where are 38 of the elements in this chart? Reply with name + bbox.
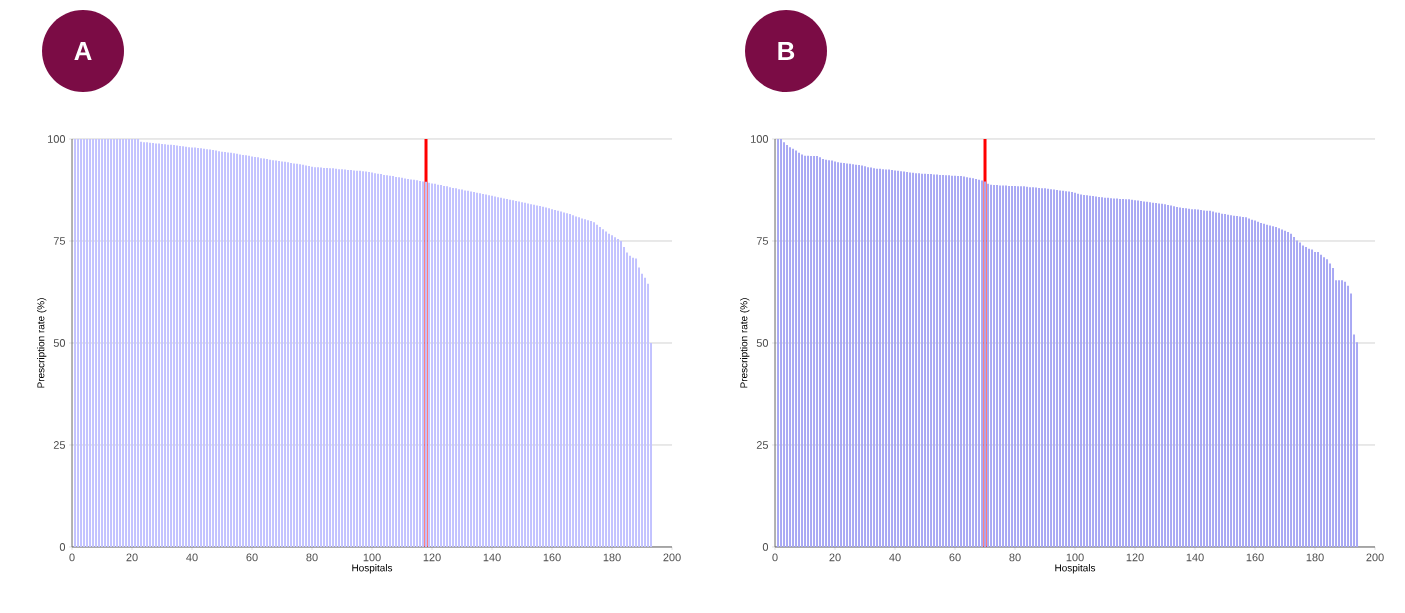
y-tick-label: 75 bbox=[756, 237, 769, 245]
x-tick-label: 20 bbox=[829, 553, 841, 562]
chart-title: A bbox=[74, 42, 92, 60]
chart-title: B bbox=[778, 42, 795, 60]
x-tick-label: 140 bbox=[483, 553, 501, 562]
x-axis-title: Hospitals bbox=[352, 564, 393, 574]
y-tick-label: 0 bbox=[762, 543, 769, 551]
x-tick-label: 200 bbox=[663, 553, 681, 562]
x-tick-label: 0 bbox=[69, 553, 75, 562]
x-tick-label: 40 bbox=[186, 553, 198, 562]
x-tick-label: 60 bbox=[246, 553, 258, 562]
y-tick-label: 100 bbox=[48, 135, 66, 143]
x-tick-label: 0 bbox=[772, 553, 778, 562]
x-tick-label: 120 bbox=[423, 553, 441, 562]
x-tick-label: 80 bbox=[1009, 553, 1021, 562]
y-tick-label: 100 bbox=[751, 135, 769, 143]
x-tick-label: 200 bbox=[1366, 553, 1384, 562]
y-axis-title: Prescription rate (%) bbox=[740, 298, 750, 388]
x-axis-title: Hospitals bbox=[1055, 564, 1096, 574]
y-tick-label: 25 bbox=[756, 441, 769, 449]
y-tick-label: 50 bbox=[756, 339, 769, 347]
y-tick-label: 0 bbox=[59, 543, 66, 551]
y-axis-title: Prescription rate (%) bbox=[37, 298, 47, 388]
x-tick-label: 180 bbox=[603, 553, 621, 562]
y-tick-label: 75 bbox=[53, 237, 66, 245]
x-tick-label: 160 bbox=[1246, 553, 1264, 562]
x-tick-label: 140 bbox=[1186, 553, 1204, 562]
x-tick-label: 60 bbox=[949, 553, 961, 562]
y-tick-label: 25 bbox=[53, 441, 66, 449]
x-tick-label: 160 bbox=[543, 553, 561, 562]
y-tick-label: 50 bbox=[53, 339, 66, 347]
x-tick-label: 180 bbox=[1306, 553, 1324, 562]
x-tick-label: 100 bbox=[1066, 553, 1084, 562]
x-tick-label: 100 bbox=[363, 553, 381, 562]
x-tick-label: 40 bbox=[889, 553, 901, 562]
x-tick-label: 120 bbox=[1126, 553, 1144, 562]
x-tick-label: 20 bbox=[126, 553, 138, 562]
x-tick-label: 80 bbox=[306, 553, 318, 562]
